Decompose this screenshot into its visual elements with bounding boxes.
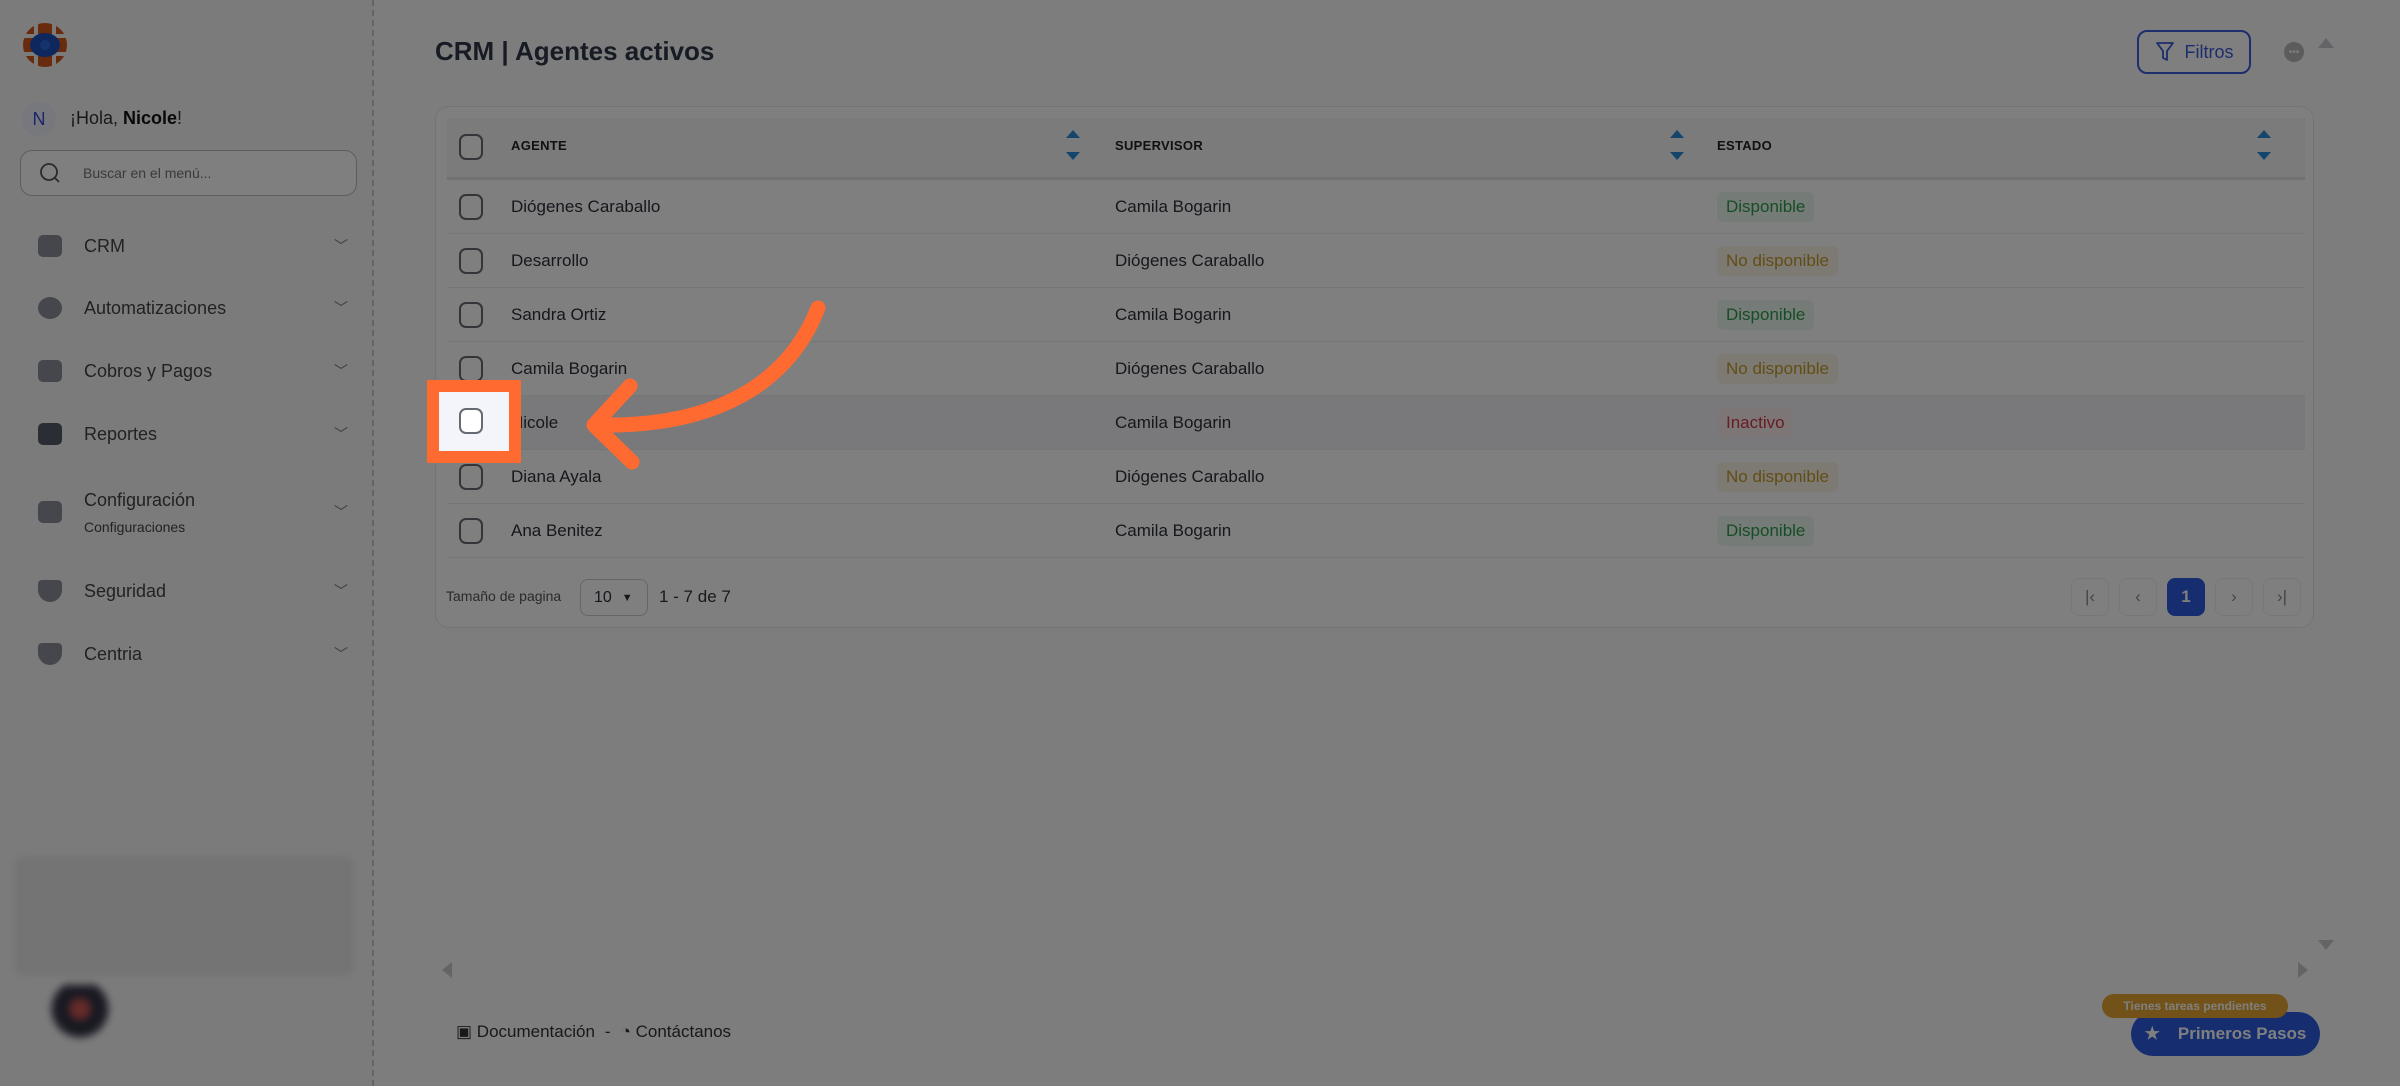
- row-checkbox-nicole[interactable]: [459, 408, 483, 434]
- highlighted-checkbox-spotlight: [427, 380, 521, 463]
